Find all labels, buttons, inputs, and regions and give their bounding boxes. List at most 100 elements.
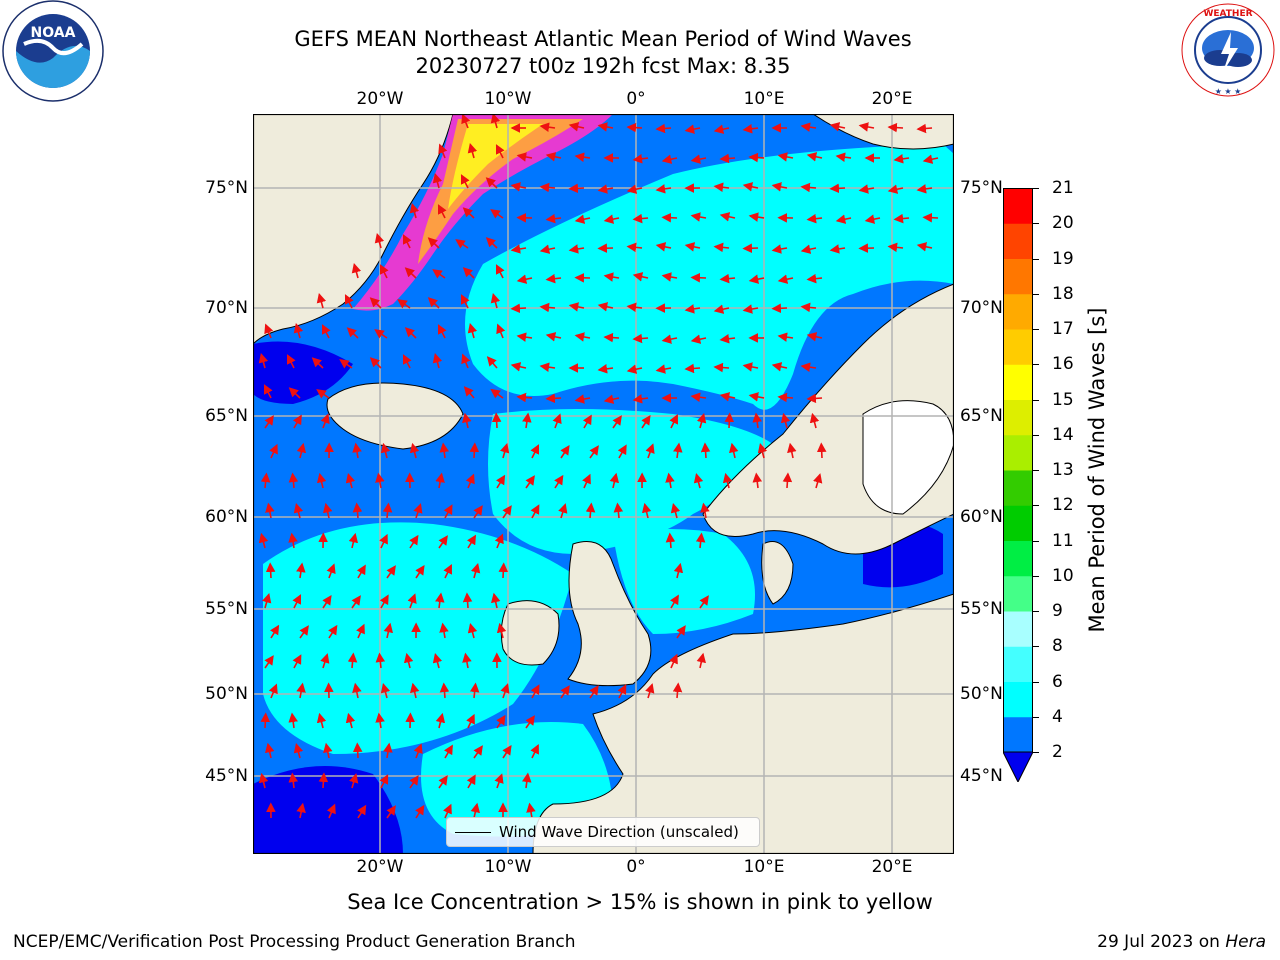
direction-arrow — [379, 594, 389, 609]
direction-arrow — [742, 362, 759, 372]
direction-arrow — [264, 323, 274, 339]
svg-text:WEATHER: WEATHER — [1203, 9, 1252, 19]
direction-arrow — [516, 332, 533, 342]
lat-label-right: 65°N — [960, 406, 1003, 426]
direction-arrow — [645, 443, 655, 459]
direction-arrow — [462, 207, 475, 219]
direction-arrow — [443, 504, 453, 519]
direction-arrow — [806, 393, 823, 404]
direction-arrow — [719, 153, 736, 164]
direction-arrow — [816, 442, 827, 459]
direction-arrow — [922, 154, 939, 164]
ireland — [500, 600, 560, 666]
direction-arrow — [574, 394, 591, 404]
direction-arrow — [777, 152, 794, 162]
direction-arrow — [887, 184, 904, 194]
direction-arrow — [427, 237, 440, 249]
direction-arrow — [693, 472, 704, 489]
direction-arrow — [829, 122, 846, 132]
direction-arrow — [858, 184, 875, 194]
direction-arrow — [670, 502, 681, 519]
direction-arrow — [437, 204, 447, 219]
direction-arrow — [375, 652, 386, 669]
direction-arrow — [690, 212, 707, 222]
direction-arrow — [554, 474, 564, 489]
direction-arrow — [858, 122, 875, 132]
direction-arrow — [669, 594, 679, 609]
direction-arrow — [413, 743, 423, 759]
direction-arrow — [603, 214, 620, 224]
direction-arrow — [661, 154, 678, 164]
direction-arrow — [264, 655, 274, 669]
direction-arrow — [265, 562, 276, 579]
direction-arrow — [383, 622, 394, 639]
direction-arrow — [339, 359, 353, 369]
colorbar-bin — [1003, 329, 1033, 365]
direction-arrow — [742, 182, 759, 192]
direction-arrow — [490, 388, 504, 399]
direction-arrow — [655, 364, 672, 374]
direction-arrow — [318, 772, 329, 789]
direction-arrow — [288, 712, 298, 729]
direction-arrow — [539, 122, 556, 132]
direction-arrow — [292, 414, 302, 429]
lat-label-left: 65°N — [205, 406, 248, 426]
noaa-logo: NOAA — [2, 0, 104, 102]
wind-wave-arrows — [258, 114, 939, 819]
direction-arrow — [491, 412, 502, 429]
direction-arrow — [462, 267, 475, 279]
plot-subtitle: 20230727 t00z 192h fcst Max: 8.35 — [415, 54, 791, 78]
colorbar-tick — [1033, 540, 1039, 542]
direction-arrow — [800, 362, 817, 372]
direction-arrow — [724, 412, 735, 429]
denmark — [761, 541, 794, 605]
direction-arrow — [409, 442, 420, 459]
direction-arrow — [748, 152, 765, 163]
direction-arrow — [617, 684, 627, 699]
colorbar-tick-label: 17 — [1052, 319, 1074, 339]
direction-arrow — [719, 273, 736, 284]
direction-arrow — [752, 412, 762, 429]
direction-arrow — [690, 272, 707, 283]
direction-arrow — [349, 773, 359, 789]
direction-arrow — [617, 444, 627, 459]
lat-label-right: 75°N — [960, 178, 1003, 198]
direction-arrow — [922, 212, 939, 223]
lon-label-bottom: 10°E — [743, 857, 785, 877]
colorbar-bin — [1003, 223, 1033, 259]
sea-ice-note: Sea Ice Concentration > 15% is shown in … — [347, 890, 933, 914]
colorbar-tick-label: 15 — [1052, 389, 1074, 410]
direction-arrow — [609, 472, 620, 489]
direction-arrow — [603, 272, 620, 282]
direction-arrow — [435, 592, 445, 609]
colorbar-tick — [1033, 470, 1039, 471]
direction-arrow — [613, 502, 624, 519]
colorbar-tick-label: 2 — [1052, 742, 1063, 762]
direction-arrow — [321, 324, 331, 339]
direction-arrow — [269, 443, 278, 459]
direction-arrow — [525, 715, 535, 729]
direction-arrow — [742, 304, 759, 314]
direction-arrow — [684, 363, 701, 374]
direction-arrow — [526, 802, 536, 819]
direction-arrow — [438, 143, 448, 159]
lat-label-right: 55°N — [960, 599, 1003, 619]
direction-arrow — [374, 232, 385, 249]
direction-arrow — [669, 653, 678, 669]
direction-arrow — [835, 214, 852, 224]
colorbar — [1003, 188, 1033, 782]
direction-arrow — [345, 712, 356, 729]
direction-arrow — [462, 412, 472, 429]
direction-arrow — [916, 123, 933, 134]
sea-ice-edge — [353, 114, 613, 311]
direction-arrow — [530, 444, 540, 459]
colorbar-bin — [1003, 681, 1033, 718]
direction-arrow — [771, 182, 788, 192]
direction-arrow — [292, 654, 302, 669]
direction-arrow — [463, 386, 475, 399]
direction-arrow — [328, 624, 338, 639]
colorbar-tick-label: 8 — [1052, 636, 1063, 657]
footer-host: Hera — [1225, 932, 1266, 952]
direction-arrow — [296, 802, 306, 819]
direction-arrow — [719, 392, 736, 402]
